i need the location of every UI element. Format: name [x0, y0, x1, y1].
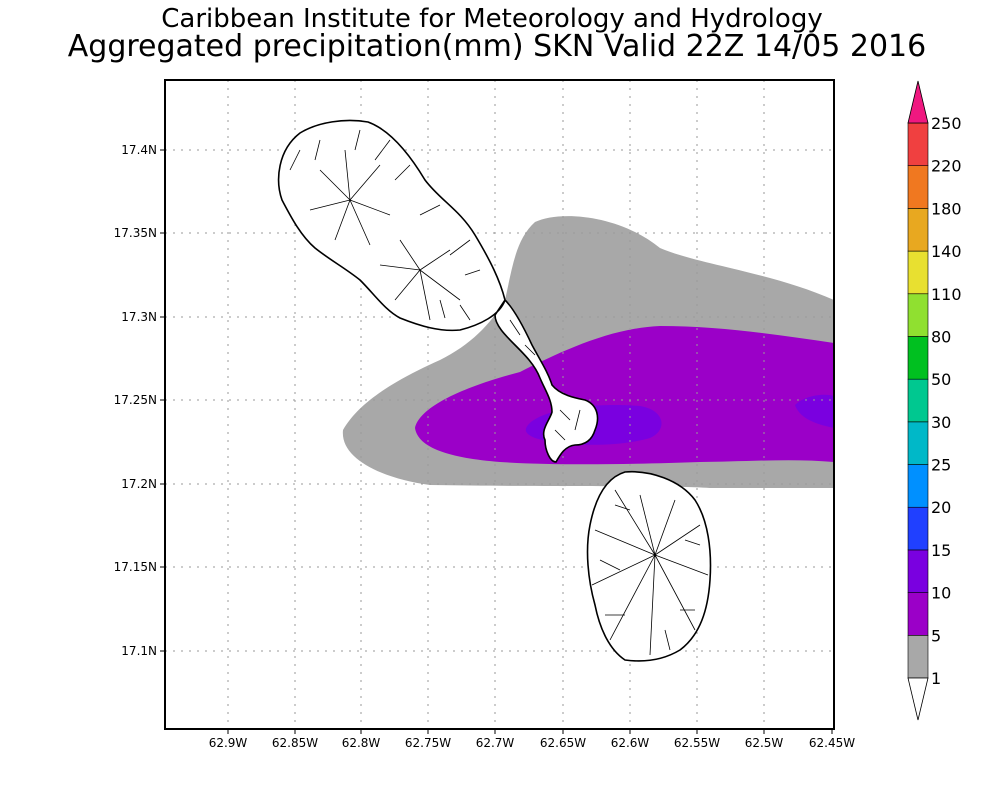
lon-tick-label: 62.45W — [809, 736, 855, 750]
legend-swatch — [907, 549, 929, 593]
legend-label: 220 — [931, 157, 962, 176]
legend-swatch — [907, 464, 929, 508]
lon-tick-label: 62.7W — [476, 736, 515, 750]
lat-tick-label: 17.35N — [114, 226, 157, 240]
st-kitts-drainage — [289, 129, 581, 441]
legend-swatch — [907, 378, 929, 423]
map-frame — [164, 79, 835, 730]
legend-swatch — [907, 122, 929, 166]
precip-10-15mm-area-east — [795, 394, 834, 428]
legend-label: 110 — [931, 285, 962, 304]
legend-swatch — [907, 293, 929, 337]
lon-tick-label: 62.85W — [272, 736, 318, 750]
lon-tick-label: 62.75W — [405, 736, 451, 750]
legend-label: 25 — [931, 456, 951, 475]
legend-swatch — [907, 336, 929, 380]
legend-label: 5 — [931, 626, 941, 645]
lon-tick-label: 62.55W — [674, 736, 720, 750]
precip-5-10mm-area — [415, 326, 834, 465]
title-line-2: Aggregated precipitation(mm) SKN Valid 2… — [68, 29, 926, 64]
longitude-axis — [227, 729, 833, 734]
latitude-axis — [160, 149, 165, 652]
legend-label: 10 — [931, 584, 951, 603]
legend-label: 50 — [931, 370, 951, 389]
title-line-1: Caribbean Institute for Meteorology and … — [161, 4, 822, 34]
legend-swatch — [907, 208, 929, 252]
nevis-drainage — [591, 489, 709, 656]
legend-label: 180 — [931, 199, 962, 218]
legend-label: 30 — [931, 413, 951, 432]
lon-tick-label: 62.6W — [611, 736, 650, 750]
lat-tick-label: 17.2N — [121, 477, 157, 491]
legend-swatch — [907, 635, 929, 679]
lat-tick-label: 17.1N — [121, 644, 157, 658]
nevis-island — [586, 470, 712, 662]
lon-tick-label: 62.8W — [342, 736, 381, 750]
legend-arrow-bottom — [907, 677, 929, 721]
legend-swatch — [907, 592, 929, 636]
legend-label: 250 — [931, 114, 962, 133]
legend-arrow-top — [907, 80, 929, 124]
legend-swatch — [907, 421, 929, 465]
legend-label: 80 — [931, 327, 951, 346]
legend-label: 15 — [931, 541, 951, 560]
legend-label: 20 — [931, 498, 951, 517]
lat-tick-label: 17.15N — [114, 560, 157, 574]
lat-tick-label: 17.3N — [121, 310, 157, 324]
lon-tick-label: 62.65W — [540, 736, 586, 750]
legend-label: 140 — [931, 242, 962, 261]
legend-label: 1 — [931, 669, 941, 688]
legend-swatch — [907, 506, 929, 551]
map-area — [165, 80, 834, 729]
legend-swatch — [907, 250, 929, 295]
lon-tick-label: 62.5W — [745, 736, 784, 750]
lat-tick-label: 17.4N — [121, 143, 157, 157]
legend-swatch — [907, 165, 929, 209]
lat-tick-label: 17.25N — [114, 393, 157, 407]
st-kitts-island — [277, 119, 599, 463]
lon-tick-label: 62.9W — [209, 736, 248, 750]
